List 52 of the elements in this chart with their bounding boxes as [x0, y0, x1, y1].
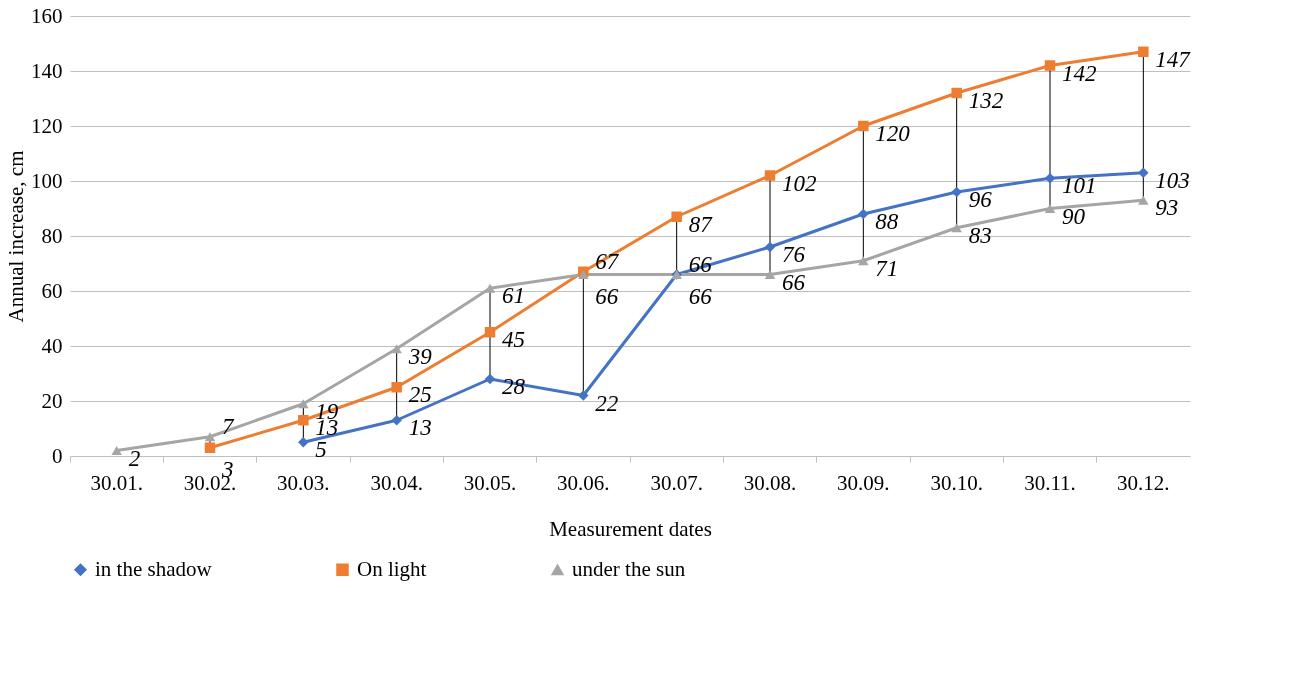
data-label: 76 [782, 242, 806, 267]
data-label: 66 [595, 283, 619, 309]
data-label: 103 [1155, 167, 1190, 193]
y-tick-label: 60 [41, 278, 63, 303]
data-label: 132 [968, 88, 1004, 113]
x-tick-label: 30.03. [277, 470, 330, 495]
data-label: 25 [408, 382, 432, 408]
x-axis-title: Measurement dates [549, 516, 712, 541]
x-tick-label: 30.06. [557, 470, 610, 495]
data-label: 61 [502, 283, 525, 309]
y-tick-label: 120 [31, 113, 63, 138]
x-tick-label: 30.10. [930, 470, 983, 495]
data-label: 101 [1062, 173, 1097, 199]
data-label: 120 [875, 121, 911, 146]
legend-label: On light [357, 556, 427, 581]
y-tick-label: 0 [52, 443, 63, 468]
data-label: 2 [128, 445, 141, 471]
data-label: 147 [1155, 46, 1192, 72]
data-label: 88 [875, 209, 899, 234]
y-axis-title: Annual increase, cm [4, 150, 28, 323]
y-tick-label: 20 [41, 388, 63, 413]
data-label: 87 [688, 211, 714, 237]
x-tick-label: 30.05. [463, 470, 517, 495]
data-label: 39 [407, 343, 433, 369]
data-label: 45 [502, 327, 525, 353]
y-tick-label: 140 [31, 58, 63, 83]
data-label: 22 [595, 390, 619, 416]
legend-label: under the sun [572, 556, 686, 581]
data-label: 142 [1062, 60, 1097, 86]
data-label: 71 [875, 255, 899, 281]
data-label: 90 [1062, 203, 1086, 229]
data-label: 13 [408, 415, 432, 441]
x-tick-label: 30.09. [837, 470, 890, 495]
x-tick-label: 30.12. [1117, 470, 1170, 495]
data-label: 5 [315, 437, 327, 463]
y-tick-label: 160 [31, 3, 63, 28]
data-label: 66 [782, 269, 806, 295]
x-tick-label: 30.04. [370, 470, 423, 495]
legend-label: in the shadow [95, 556, 213, 581]
x-tick-label: 30.11. [1024, 470, 1076, 495]
y-tick-label: 100 [31, 168, 63, 193]
data-label: 83 [968, 222, 992, 248]
x-tick-label: 30.01. [90, 470, 143, 495]
x-tick-label: 30.08. [743, 470, 797, 495]
data-label: 93 [1155, 195, 1179, 221]
data-label: 66 [688, 283, 713, 309]
x-tick-label: 30.07. [650, 470, 703, 495]
data-label: 102 [782, 170, 817, 196]
y-tick-label: 40 [41, 333, 63, 358]
y-tick-label: 80 [41, 223, 63, 248]
data-label: 96 [968, 187, 993, 212]
data-label: 7 [222, 413, 235, 439]
